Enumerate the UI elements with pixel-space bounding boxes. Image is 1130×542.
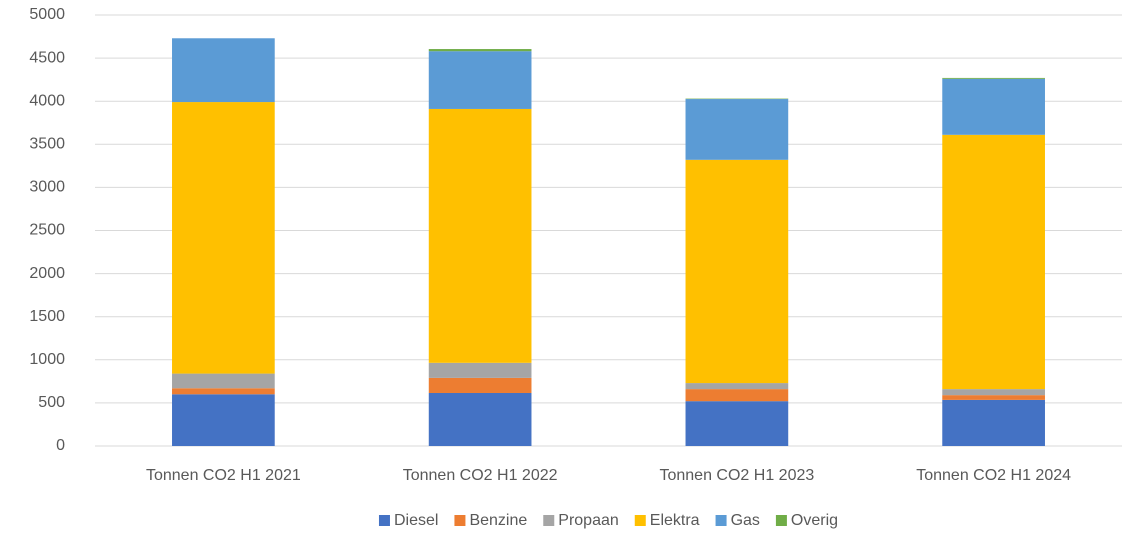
legend-label: Overig [791, 512, 838, 529]
y-tick-label: 3500 [29, 136, 65, 153]
bar-segment [685, 99, 789, 160]
bar-segment [428, 108, 532, 363]
y-tick-label: 2000 [29, 265, 65, 282]
x-tick-label: Tonnen CO2 H1 2024 [916, 467, 1071, 484]
x-tick-label: Tonnen CO2 H1 2021 [146, 467, 301, 484]
legend-swatch [454, 515, 466, 526]
bar-segment [172, 38, 275, 103]
legend-label: Gas [731, 512, 760, 529]
bar-segment [428, 51, 532, 109]
bar-segment [685, 401, 789, 446]
y-tick-label: 4000 [29, 92, 65, 109]
bar-segment [172, 373, 275, 389]
bar-segment [428, 49, 532, 52]
y-tick-label: 4500 [29, 49, 65, 66]
bar-segment [685, 389, 789, 402]
bar-segment [942, 78, 1045, 135]
bar-segment [942, 395, 1045, 400]
y-tick-label: 500 [38, 394, 65, 411]
legend-label: Elektra [650, 512, 700, 529]
bar-segment [172, 388, 275, 395]
y-tick-label: 1500 [29, 308, 65, 325]
bar-segment [172, 102, 275, 374]
y-tick-label: 5000 [29, 6, 65, 23]
legend-label: Diesel [394, 512, 438, 529]
bar-segment [942, 134, 1045, 390]
x-tick-label: Tonnen CO2 H1 2022 [403, 467, 558, 484]
bar-segment [685, 159, 789, 384]
bar-segment [428, 362, 532, 378]
bar-segment [428, 392, 532, 446]
legend-label: Propaan [558, 512, 619, 529]
bar-segment [942, 389, 1045, 396]
y-tick-label: 2500 [29, 222, 65, 239]
x-tick-label: Tonnen CO2 H1 2023 [659, 467, 814, 484]
bar-segment [685, 383, 789, 390]
legend-swatch [715, 515, 727, 526]
bar-segment [942, 399, 1045, 446]
bar-segment [942, 77, 1045, 79]
y-tick-label: 3000 [29, 179, 65, 196]
bar-segment [172, 394, 275, 446]
legend-swatch [543, 515, 555, 526]
legend-swatch [634, 515, 646, 526]
legend-swatch [775, 515, 787, 526]
bar-segment [428, 377, 532, 393]
y-tick-label: 1000 [29, 351, 65, 368]
legend-swatch [378, 515, 390, 526]
legend-label: Benzine [469, 512, 527, 529]
y-tick-label: 0 [56, 437, 65, 454]
